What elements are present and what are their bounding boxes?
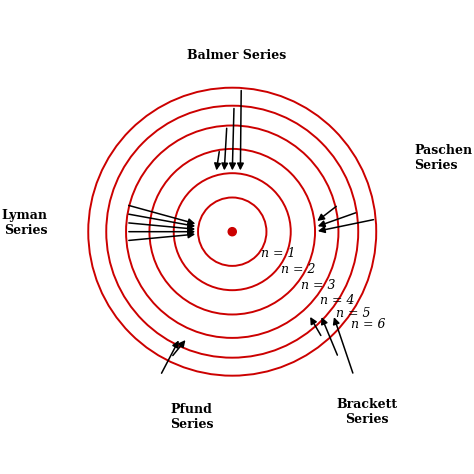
Text: Paschen
Series: Paschen Series xyxy=(414,144,472,172)
Text: n = 6: n = 6 xyxy=(351,318,386,331)
Circle shape xyxy=(228,228,237,236)
Text: n = 4: n = 4 xyxy=(320,294,355,307)
Text: n = 3: n = 3 xyxy=(301,279,335,292)
Text: Balmer Series: Balmer Series xyxy=(187,49,286,63)
Text: n = 1: n = 1 xyxy=(261,247,295,260)
Text: Pfund
Series: Pfund Series xyxy=(170,403,213,431)
Text: n = 5: n = 5 xyxy=(337,307,371,319)
Text: n = 2: n = 2 xyxy=(281,263,315,276)
Text: Lyman
Series: Lyman Series xyxy=(2,209,48,237)
Text: Brackett
Series: Brackett Series xyxy=(337,398,398,426)
